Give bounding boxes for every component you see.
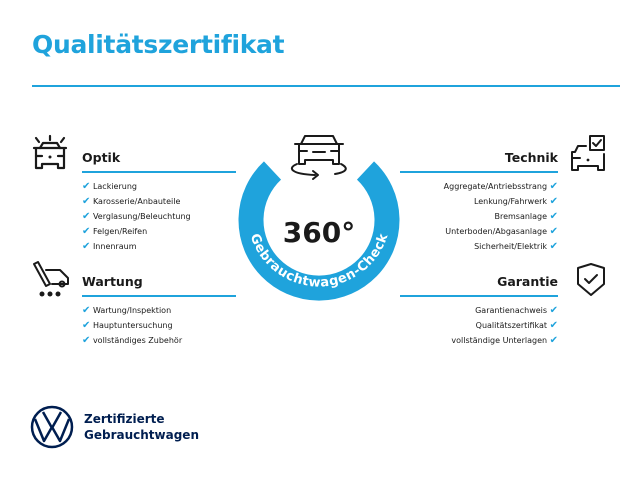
optik-divider (82, 171, 236, 173)
list-item: ✔ Lackierung (82, 181, 137, 192)
list-item: ✔ Karosserie/Anbauteile (82, 196, 181, 207)
list-item: vollständige Unterlagen ✔ (451, 335, 558, 346)
check-icon: ✔ (82, 181, 91, 192)
360-label: 360° (283, 216, 355, 249)
title-divider (32, 85, 620, 87)
list-item: Garantienachweis ✔ (475, 305, 558, 316)
technik-list: Aggregate/Antriebsstrang ✔ Lenkung/Fahrw… (444, 179, 558, 254)
car-lights-icon (32, 134, 68, 170)
optik-list: ✔ Lackierung ✔ Karosserie/Anbauteile ✔ V… (82, 179, 191, 254)
service-van-icon (33, 261, 69, 297)
technik-divider (400, 171, 558, 173)
car-checklist-icon (571, 135, 605, 171)
vw-logo (30, 405, 74, 449)
rotating-car-icon (290, 135, 347, 180)
360-check-badge: 360° Gebrauchtwagen-Check (238, 135, 400, 301)
page-title: Qualitätszertifikat (32, 30, 285, 59)
list-item: ✔ Innenraum (82, 241, 137, 252)
shield-check-icon (577, 263, 605, 296)
check-icon: ✔ (82, 305, 91, 316)
list-item: ✔ Verglasung/Beleuchtung (82, 211, 191, 222)
list-item: Qualitätszertifikat ✔ (475, 320, 558, 331)
check-icon: ✔ (82, 241, 91, 252)
check-icon: ✔ (82, 335, 91, 346)
garantie-list: Garantienachweis ✔ Qualitätszertifikat ✔… (451, 303, 558, 348)
wartung-list: ✔ Wartung/Inspektion ✔ Hauptuntersuchung… (82, 303, 182, 348)
list-item: ✔ Hauptuntersuchung (82, 320, 173, 331)
check-icon: ✔ (82, 211, 91, 222)
check-icon: ✔ (549, 211, 558, 222)
list-item: Sicherheit/Elektrik ✔ (474, 241, 558, 252)
ring (238, 161, 400, 301)
garantie-heading: Garantie (497, 274, 558, 289)
check-icon: ✔ (549, 335, 558, 346)
optik-heading: Optik (82, 150, 121, 165)
check-icon: ✔ (549, 305, 558, 316)
check-icon: ✔ (549, 226, 558, 237)
check-icon: ✔ (549, 181, 558, 192)
check-icon: ✔ (82, 226, 91, 237)
technik-heading: Technik (504, 150, 558, 165)
wartung-divider (82, 295, 236, 297)
list-item: Bremsanlage ✔ (494, 211, 558, 222)
wartung-heading: Wartung (82, 274, 143, 289)
check-icon: ✔ (549, 320, 558, 331)
check-icon: ✔ (549, 241, 558, 252)
list-item: ✔ vollständiges Zubehör (82, 335, 183, 346)
list-item: ✔ Wartung/Inspektion (82, 305, 172, 316)
check-icon: ✔ (549, 196, 558, 207)
check-icon: ✔ (82, 196, 91, 207)
list-item: Unterboden/Abgasanlage ✔ (445, 226, 558, 237)
list-item: ✔ Felgen/Reifen (82, 226, 148, 237)
list-item: Aggregate/Antriebsstrang ✔ (443, 181, 558, 192)
check-icon: ✔ (82, 320, 91, 331)
garantie-divider (400, 295, 558, 297)
list-item: Lenkung/Fahrwerk ✔ (473, 196, 558, 207)
brand-text: Zertifizierte Gebrauchtwagen (84, 412, 199, 442)
